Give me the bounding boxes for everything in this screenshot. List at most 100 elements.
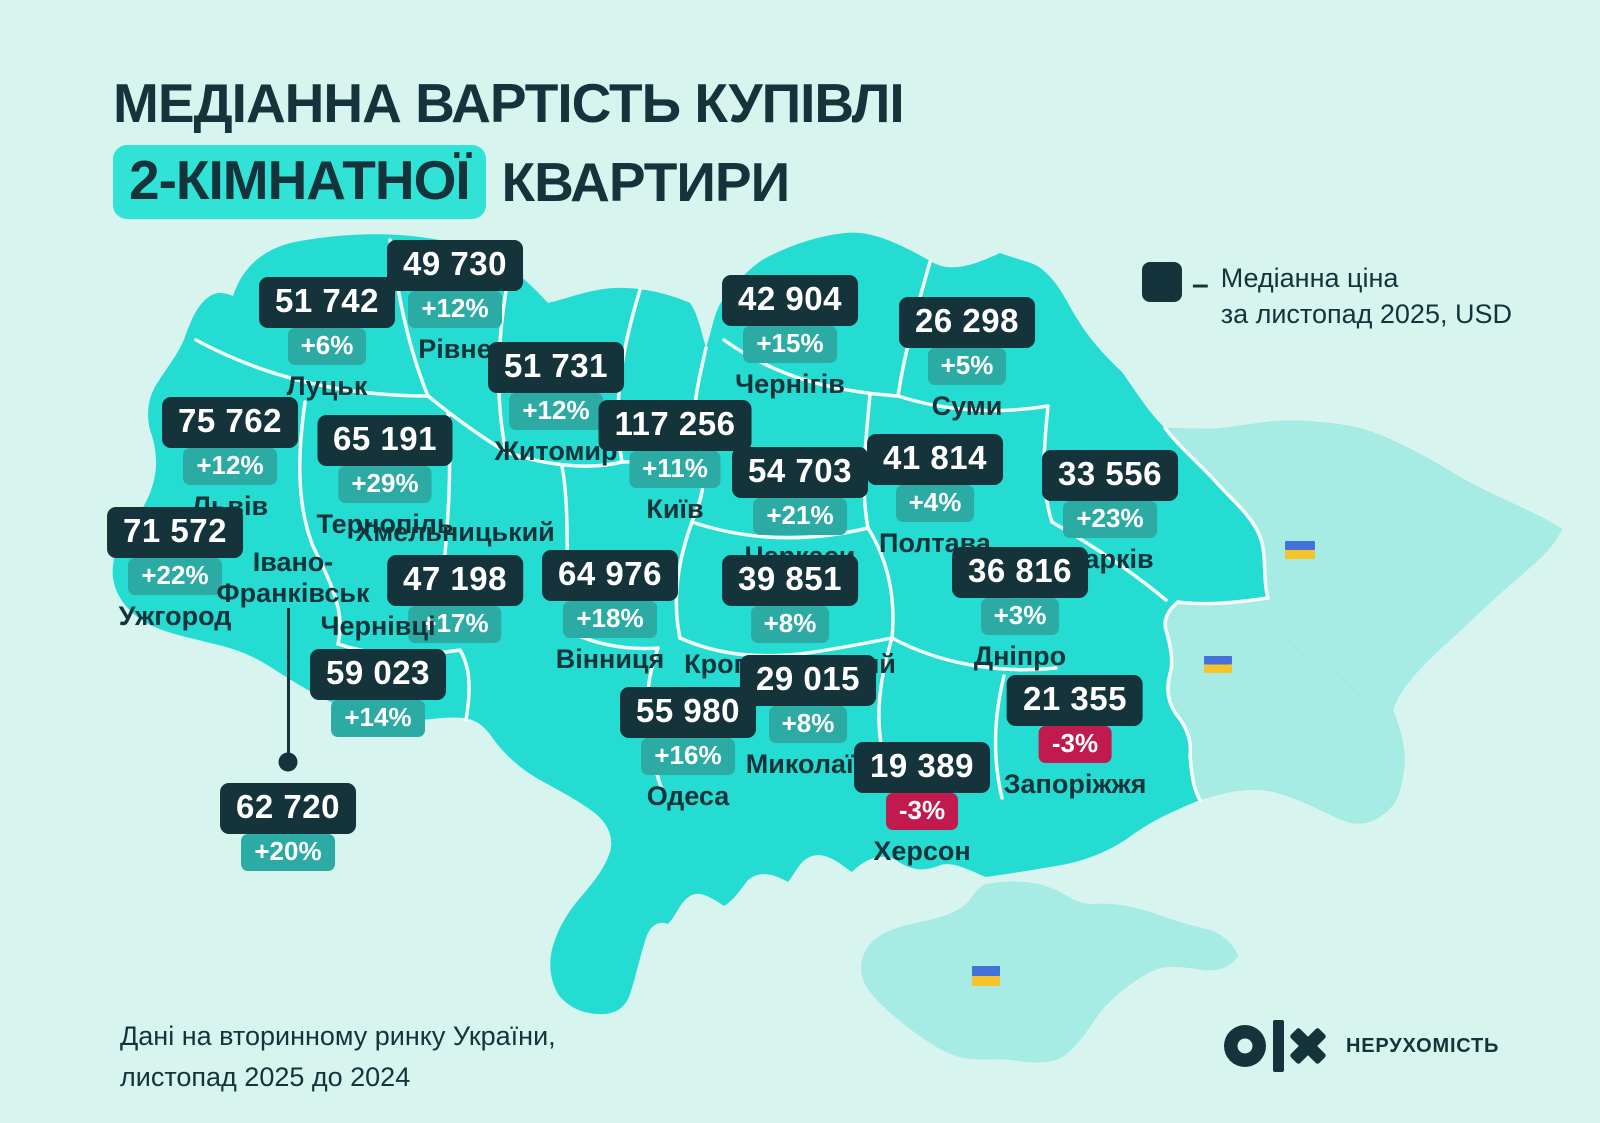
change-badge: +16% [641, 738, 735, 775]
price-badge: 51 742 [259, 277, 395, 328]
region-marker: 54 703+21%Черкаси [732, 447, 868, 572]
footer-note: Дані на вторинному ринку України, листоп… [120, 1016, 556, 1097]
change-badge: +12% [408, 291, 502, 328]
page-title: МЕДІАННА ВАРТІСТЬ КУПІВЛІ 2-КІМНАТНОЇ КВ… [113, 72, 905, 219]
ukraine-flag-icon [972, 966, 1000, 986]
price-badge: 36 816 [952, 547, 1088, 598]
city-label: Чернігів [735, 369, 845, 399]
region-marker: Хмельницький 47 198 +17% [355, 517, 555, 643]
change-badge: +20% [241, 834, 335, 871]
region-marker: 117 256 +11% Київ [598, 400, 752, 525]
change-badge: +8% [768, 706, 848, 743]
price-badge: 55 980 [620, 687, 756, 738]
change-badge: +22% [128, 558, 222, 595]
city-label: Тернопіль [316, 509, 454, 539]
change-badge: +4% [895, 485, 975, 522]
region-marker: 36 816 +3% Дніпро [952, 547, 1088, 672]
price-badge: 71 572 [107, 507, 243, 558]
ukraine-flag-icon [1204, 656, 1232, 673]
price-badge: 117 256 [598, 400, 752, 451]
region-marker: 71 572 +22% Ужгород [107, 507, 243, 632]
city-label: Одеса [646, 781, 730, 811]
city-label: Вінниця [555, 644, 665, 674]
city-label: Дніпро [973, 641, 1067, 671]
legend-dash: – [1192, 268, 1209, 301]
legend: – Медіанна ціна за листопад 2025, USD [1142, 262, 1512, 333]
legend-label: Медіанна ціна за листопад 2025, USD [1221, 260, 1512, 333]
price-badge: 29 015 [740, 655, 876, 706]
brand-suffix: НЕРУХОМІСТЬ [1346, 1034, 1500, 1057]
change-badge: -3% [1038, 726, 1112, 763]
city-label: Херсон [873, 836, 971, 866]
price-badge: 49 730 [387, 240, 523, 291]
change-badge: +6% [287, 328, 367, 365]
city-label: Миколаїв [745, 749, 871, 779]
region-marker: 65 191 +29% Тернопіль [316, 415, 454, 540]
city-label: Хмельницький [355, 517, 555, 547]
city-label: Житомир [494, 436, 618, 466]
city-label: Івано- Франківськ [216, 547, 370, 609]
occupied-region-crimea [861, 881, 1238, 1063]
connector-dot [278, 752, 298, 772]
region-marker: 51 731 +12% Житомир [488, 342, 624, 467]
price-badge: 54 703 [732, 447, 868, 498]
city-label: Київ [646, 494, 704, 524]
region-marker: 49 730 +12% Рівне [387, 240, 523, 365]
ukraine-mainland [112, 232, 1562, 1015]
occupied-region-luhansk [1165, 420, 1562, 710]
city-label: Луцьк [286, 371, 368, 401]
title-rest: КВАРТИРИ [501, 150, 791, 213]
change-badge: +3% [980, 598, 1060, 635]
price-badge: 59 023 [310, 648, 446, 700]
city-label: Рівне [418, 334, 492, 364]
change-badge: +8% [750, 606, 830, 643]
change-badge: +11% [629, 451, 721, 488]
change-badge: -3% [885, 793, 959, 830]
region-marker: 29 015 +8% Миколаїв [740, 655, 876, 780]
region-marker: 62 720 +20% [220, 783, 356, 871]
region-marker: 75 762 +12% Львів [162, 397, 298, 522]
change-badge: +23% [1063, 501, 1157, 538]
change-badge: +21% [753, 498, 847, 535]
city-label: Чернівці [320, 611, 436, 641]
change-badge: +18% [563, 601, 657, 638]
price-badge: 64 976 [542, 550, 678, 601]
change-badge: +5% [927, 348, 1007, 385]
region-marker: 33 556 +23% Харків [1042, 450, 1178, 575]
connector-line [286, 608, 290, 762]
price-badge: 65 191 [317, 415, 453, 466]
region-marker: 51 742 +6% Луцьк [259, 277, 395, 402]
region-marker: 55 980 +16% Одеса [620, 687, 756, 812]
change-badge: +29% [338, 466, 432, 503]
region-marker: 64 976 +18% Вінниця [542, 550, 678, 675]
region-marker: 42 904 +15% Чернігів [722, 275, 858, 400]
region-marker: 26 298 +5% Суми [899, 297, 1035, 422]
ukraine-flag-icon [1285, 541, 1315, 559]
price-badge: 42 904 [722, 275, 858, 326]
change-badge: +17% [408, 605, 502, 643]
city-label: Суми [931, 391, 1003, 421]
title-highlight: 2-КІМНАТНОЇ [113, 145, 486, 219]
city-label: Ужгород [118, 601, 232, 631]
price-badge: 33 556 [1042, 450, 1178, 501]
city-label: Запоріжжя [1003, 769, 1147, 799]
price-badge: 47 198 [387, 554, 523, 606]
change-badge: +15% [743, 326, 837, 363]
occupied-region-donetsk [1165, 598, 1405, 824]
legend-swatch-icon [1142, 262, 1182, 302]
region-marker: 19 389 -3% Херсон [854, 742, 990, 867]
price-badge: 62 720 [220, 783, 356, 834]
region-marker: 21 355 -3% Запоріжжя [1003, 675, 1147, 800]
price-badge: 39 851 [722, 555, 858, 606]
title-line1: МЕДІАННА ВАРТІСТЬ КУПІВЛІ [113, 72, 905, 134]
price-badge: 21 355 [1007, 675, 1143, 726]
change-badge: +14% [331, 699, 425, 737]
legend-label-line1: Медіанна ціна [1220, 263, 1399, 293]
price-badge: 75 762 [162, 397, 298, 448]
brand-logo: НЕРУХОМІСТЬ [1222, 1018, 1499, 1074]
change-badge: +12% [183, 448, 277, 485]
price-badge: 26 298 [899, 297, 1035, 348]
